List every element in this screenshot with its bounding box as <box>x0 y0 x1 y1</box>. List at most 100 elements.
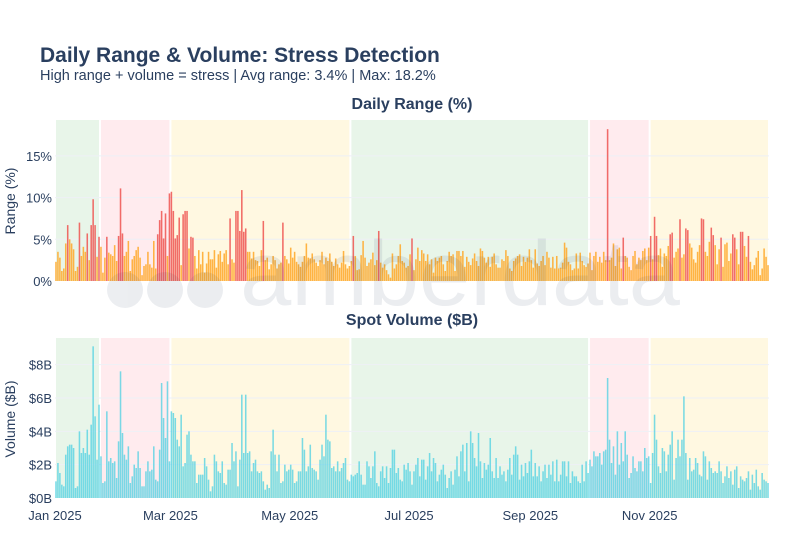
range-bar <box>718 249 720 281</box>
volume-bar <box>356 473 358 498</box>
range-bar <box>757 250 760 281</box>
volume-bar <box>241 394 243 498</box>
volume-bar <box>131 476 134 498</box>
volume-bar <box>501 474 503 498</box>
stress-range-bar <box>90 225 92 281</box>
volume-bar <box>759 489 761 498</box>
range-bar <box>626 257 628 281</box>
volume-bar <box>149 471 151 498</box>
volume-bar <box>370 478 372 498</box>
range-bar <box>153 240 155 281</box>
stress-range-bar <box>655 235 658 281</box>
range-bar <box>737 264 740 281</box>
y-tick-labels: 0% 5% 10% 15% $0B $2B $4B $6B $8B <box>26 149 52 506</box>
range-bar <box>501 259 503 281</box>
volume-bar <box>532 476 535 498</box>
range-bar <box>332 265 335 281</box>
volume-bar <box>704 456 707 498</box>
range-bar <box>199 264 202 281</box>
range-bar <box>434 257 437 281</box>
volume-bar <box>567 461 570 498</box>
volume-bar <box>346 479 349 498</box>
range-bar <box>139 257 141 281</box>
range-bar <box>319 260 321 281</box>
stress-range-bar <box>712 235 715 281</box>
volume-bar <box>481 478 484 498</box>
range-bar <box>307 257 310 281</box>
range-bar <box>563 242 566 281</box>
volume-bar <box>640 461 642 498</box>
range-bar <box>458 250 460 281</box>
volume-bar <box>72 448 75 498</box>
x-tick-label: Sep 2025 <box>503 508 559 523</box>
volume-bar <box>106 411 108 498</box>
volume-bar <box>372 466 374 498</box>
volume-bar <box>675 458 677 498</box>
volume-bar <box>221 461 224 498</box>
volume-bar <box>690 471 693 498</box>
range-bar <box>61 270 63 281</box>
range-bar <box>763 248 765 281</box>
range-bar <box>385 270 388 281</box>
volume-bar <box>289 464 292 498</box>
range-bar <box>151 267 153 281</box>
range-bar <box>661 266 664 281</box>
volume-bar <box>192 461 194 498</box>
volume-bar <box>694 458 697 498</box>
range-bar <box>630 270 632 281</box>
volume-bar <box>217 471 220 498</box>
range-bar <box>677 248 679 281</box>
volume-bar <box>329 441 331 498</box>
volume-bar <box>454 469 456 498</box>
volume-bar <box>599 453 601 498</box>
range-bar <box>694 262 697 281</box>
volume-bar <box>528 461 531 498</box>
volume-bar <box>274 454 276 498</box>
volume-bar <box>489 438 492 498</box>
volume-bar <box>507 469 509 498</box>
range-bar <box>477 265 480 281</box>
volume-bar <box>389 468 392 498</box>
volume-bar <box>401 481 403 498</box>
volume-bar <box>284 464 286 498</box>
volume-bar <box>647 456 650 498</box>
range-bar <box>728 260 730 281</box>
volume-bar <box>761 473 763 498</box>
volume-bar <box>417 458 419 498</box>
volume-bar <box>763 479 765 498</box>
range-bar <box>454 270 456 281</box>
range-bar <box>532 267 535 281</box>
range-bar <box>481 250 484 281</box>
range-bar <box>604 260 607 281</box>
volume-bar <box>732 484 734 498</box>
volume-bar <box>440 469 443 498</box>
volume-bar <box>653 414 656 498</box>
volume-bar <box>720 471 722 498</box>
stress-range-bar <box>94 225 96 281</box>
range-bar <box>452 254 454 281</box>
volume-bar <box>94 416 96 498</box>
range-bar <box>115 260 118 281</box>
stress-range-bar <box>687 230 689 281</box>
range-bar <box>356 270 358 281</box>
range-bar <box>280 262 282 281</box>
range-bar <box>342 250 345 281</box>
range-bar <box>448 251 450 281</box>
volume-bar <box>491 471 493 498</box>
range-bar <box>268 269 270 281</box>
stress-range-bar <box>733 237 736 281</box>
volume-bar <box>57 463 59 498</box>
volume-bar <box>544 464 546 498</box>
volume-bar <box>391 449 394 498</box>
volume-bar <box>174 418 177 498</box>
stress-range-bar <box>282 222 284 281</box>
range-bar <box>587 263 589 281</box>
range-bar <box>225 250 227 281</box>
range-bar <box>724 244 726 281</box>
range-bar <box>72 249 75 281</box>
range-bar <box>374 265 376 281</box>
range-bar <box>430 259 433 281</box>
range-bar <box>428 264 431 281</box>
range-bar <box>129 270 132 281</box>
volume-bar <box>634 468 636 498</box>
